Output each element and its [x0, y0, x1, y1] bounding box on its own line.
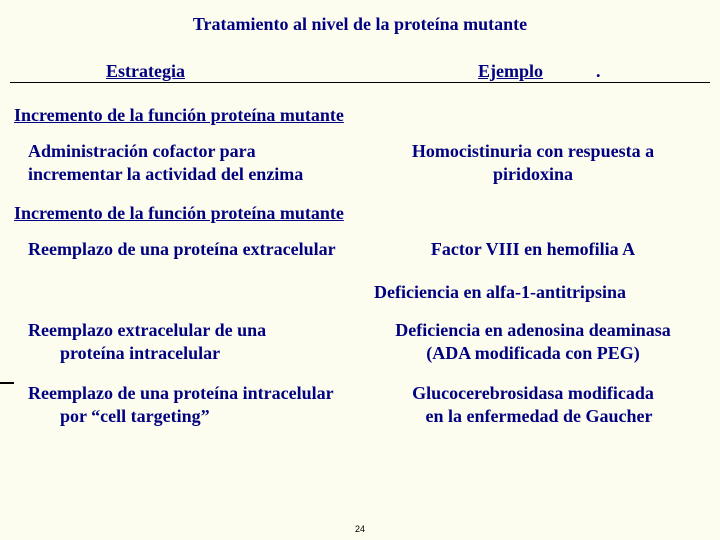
section-heading-1: Incremento de la función proteína mutant… [14, 105, 720, 126]
strategy-line1: Reemplazo extracelular de una [28, 320, 266, 340]
example-line: Factor VIII en hemofilia A [431, 239, 635, 259]
example-line2: piridoxina [368, 163, 698, 186]
content-row: Reemplazo de una proteína intracelular p… [0, 382, 720, 427]
strategy-line: Reemplazo de una proteína extracelular [28, 239, 336, 259]
strategy-cell: Reemplazo extracelular de una proteína i… [0, 319, 368, 364]
example-cell: Homocistinuria con respuesta a piridoxin… [368, 140, 698, 185]
example-line2: en la enfermedad de Gaucher [368, 405, 698, 428]
strategy-cell: Reemplazo de una proteína intracelular p… [0, 382, 368, 427]
strategy-cell [0, 281, 368, 304]
strategy-line2: proteína intracelular [28, 343, 220, 363]
section-heading-2: Incremento de la función proteína mutant… [14, 203, 720, 224]
example-line1: Deficiencia en adenosina deaminasa [395, 320, 671, 340]
column-header-row: Estrategia Ejemplo . [0, 61, 720, 85]
example-line2: (ADA modificada con PEG) [368, 342, 698, 365]
column-header-strategy: Estrategia [106, 61, 185, 82]
column-header-example: Ejemplo [478, 61, 543, 82]
header-underline [10, 82, 710, 83]
example-cell: Factor VIII en hemofilia A [368, 238, 698, 261]
strategy-cell: Reemplazo de una proteína extracelular [0, 238, 368, 261]
column-header-dot: . [596, 61, 601, 82]
example-line1: Homocistinuria con respuesta a [412, 141, 654, 161]
strategy-cell: Administración cofactor para incrementar… [0, 140, 368, 185]
content-row: Reemplazo de una proteína extracelular F… [0, 238, 720, 261]
slide-title: Tratamiento al nivel de la proteína muta… [0, 0, 720, 35]
strategy-line1: Reemplazo de una proteína intracelular [28, 383, 334, 403]
example-cell: Deficiencia en alfa-1-antitripsina [368, 281, 698, 304]
strategy-line1: Administración cofactor para [28, 141, 256, 161]
example-cell: Deficiencia en adenosina deaminasa (ADA … [368, 319, 698, 364]
content-row: Administración cofactor para incrementar… [0, 140, 720, 185]
page-number: 24 [0, 524, 720, 534]
strategy-line2: incrementar la actividad del enzima [28, 164, 303, 184]
content-row: Deficiencia en alfa-1-antitripsina [0, 281, 720, 304]
strategy-line2: por “cell targeting” [28, 406, 210, 426]
content-row: Reemplazo extracelular de una proteína i… [0, 319, 720, 364]
dash-mark [0, 382, 14, 384]
example-cell: Glucocerebrosidasa modificada en la enfe… [368, 382, 698, 427]
example-line1: Glucocerebrosidasa modificada [412, 383, 654, 403]
example-line: Deficiencia en alfa-1-antitripsina [374, 282, 626, 302]
